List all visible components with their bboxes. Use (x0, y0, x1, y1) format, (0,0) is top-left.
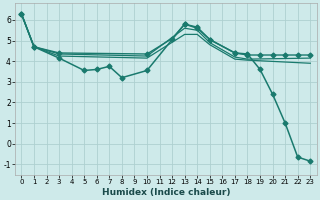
X-axis label: Humidex (Indice chaleur): Humidex (Indice chaleur) (101, 188, 230, 197)
